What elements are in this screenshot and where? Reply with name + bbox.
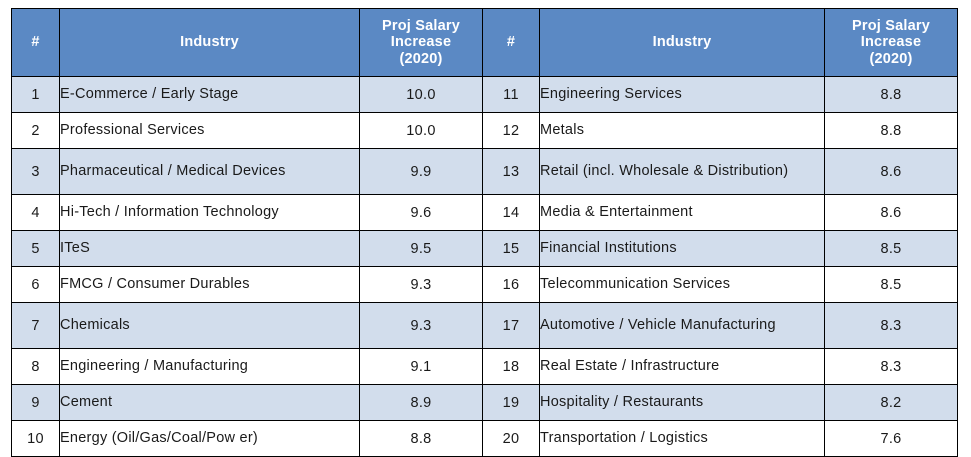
rank-cell: 15 — [482, 230, 540, 267]
industry-cell: Automotive / Vehicle Manufacturing — [539, 302, 825, 349]
header-value-line1: Proj Salary — [382, 17, 460, 34]
table-row: 6 FMCG / Consumer Durables 9.3 16 Teleco… — [11, 266, 958, 303]
rank-cell: 7 — [11, 302, 60, 349]
industry-cell: Professional Services — [59, 112, 360, 149]
header-value-right: Proj Salary Increase (2020) — [824, 8, 958, 77]
rank-cell: 12 — [482, 112, 540, 149]
rank-cell: 1 — [11, 76, 60, 113]
rank-cell: 17 — [482, 302, 540, 349]
salary-increase-cell: 10.0 — [359, 76, 483, 113]
salary-increase-cell: 8.2 — [824, 384, 958, 421]
rank-cell: 19 — [482, 384, 540, 421]
table-row: 10 Energy (Oil/Gas/Coal/Pow er) 8.8 20 T… — [11, 420, 958, 457]
salary-increase-cell: 8.6 — [824, 148, 958, 195]
table-row: 7 Chemicals 9.3 17 Automotive / Vehicle … — [11, 302, 958, 349]
salary-increase-cell: 9.5 — [359, 230, 483, 267]
industry-cell: Retail (incl. Wholesale & Distribution) — [539, 148, 825, 195]
header-num-left: # — [11, 8, 60, 77]
salary-increase-cell: 8.5 — [824, 230, 958, 267]
industry-cell: Energy (Oil/Gas/Coal/Pow er) — [59, 420, 360, 457]
salary-increase-cell: 8.3 — [824, 302, 958, 349]
industry-cell: Metals — [539, 112, 825, 149]
salary-increase-cell: 8.9 — [359, 384, 483, 421]
table-body: 1 E-Commerce / Early Stage 10.0 11 Engin… — [11, 76, 958, 457]
industry-cell: ITeS — [59, 230, 360, 267]
header-num-right: # — [482, 8, 540, 77]
industry-cell: Hospitality / Restaurants — [539, 384, 825, 421]
salary-increase-cell: 8.3 — [824, 348, 958, 385]
rank-cell: 9 — [11, 384, 60, 421]
table-row: 8 Engineering / Manufacturing 9.1 18 Rea… — [11, 348, 958, 385]
industry-cell: Real Estate / Infrastructure — [539, 348, 825, 385]
salary-increase-cell: 9.3 — [359, 266, 483, 303]
header-value-line3: (2020) — [399, 50, 443, 67]
rank-cell: 2 — [11, 112, 60, 149]
salary-increase-cell: 8.6 — [824, 194, 958, 231]
industry-cell: Transportation / Logistics — [539, 420, 825, 457]
table-row: 5 ITeS 9.5 15 Financial Institutions 8.5 — [11, 230, 958, 267]
header-row: # Industry Proj Salary Increase (2020) #… — [11, 8, 958, 77]
rank-cell: 16 — [482, 266, 540, 303]
salary-increase-table: # Industry Proj Salary Increase (2020) #… — [11, 8, 958, 457]
industry-cell: Telecommunication Services — [539, 266, 825, 303]
rank-cell: 10 — [11, 420, 60, 457]
salary-increase-cell: 8.8 — [359, 420, 483, 457]
industry-cell: Media & Entertainment — [539, 194, 825, 231]
salary-increase-cell: 9.3 — [359, 302, 483, 349]
table-row: 1 E-Commerce / Early Stage 10.0 11 Engin… — [11, 76, 958, 113]
industry-cell: Cement — [59, 384, 360, 421]
salary-increase-cell: 9.6 — [359, 194, 483, 231]
salary-increase-cell: 10.0 — [359, 112, 483, 149]
industry-cell: Engineering / Manufacturing — [59, 348, 360, 385]
industry-cell: Chemicals — [59, 302, 360, 349]
rank-cell: 6 — [11, 266, 60, 303]
header-value-line1: Proj Salary — [852, 17, 930, 34]
table-row: 3 Pharmaceutical / Medical Devices 9.9 1… — [11, 148, 958, 195]
rank-cell: 11 — [482, 76, 540, 113]
table-header: # Industry Proj Salary Increase (2020) #… — [11, 8, 958, 77]
header-value-line3: (2020) — [869, 50, 913, 67]
industry-cell: Financial Institutions — [539, 230, 825, 267]
header-industry-left: Industry — [59, 8, 360, 77]
rank-cell: 4 — [11, 194, 60, 231]
header-value-line2: Increase — [860, 34, 922, 51]
header-industry-right: Industry — [539, 8, 825, 77]
industry-cell: FMCG / Consumer Durables — [59, 266, 360, 303]
industry-cell: Hi-Tech / Information Technology — [59, 194, 360, 231]
rank-cell: 8 — [11, 348, 60, 385]
rank-cell: 5 — [11, 230, 60, 267]
salary-increase-cell: 8.5 — [824, 266, 958, 303]
rank-cell: 14 — [482, 194, 540, 231]
header-value-line2: Increase — [390, 34, 452, 51]
salary-increase-cell: 9.9 — [359, 148, 483, 195]
header-value-left: Proj Salary Increase (2020) — [359, 8, 483, 77]
salary-increase-cell: 7.6 — [824, 420, 958, 457]
table-row: 2 Professional Services 10.0 12 Metals 8… — [11, 112, 958, 149]
salary-increase-cell: 8.8 — [824, 112, 958, 149]
rank-cell: 3 — [11, 148, 60, 195]
salary-increase-cell: 8.8 — [824, 76, 958, 113]
table-row: 4 Hi-Tech / Information Technology 9.6 1… — [11, 194, 958, 231]
table-row: 9 Cement 8.9 19 Hospitality / Restaurant… — [11, 384, 958, 421]
industry-cell: Pharmaceutical / Medical Devices — [59, 148, 360, 195]
salary-increase-cell: 9.1 — [359, 348, 483, 385]
table-sheet: # Industry Proj Salary Increase (2020) #… — [11, 8, 958, 457]
rank-cell: 18 — [482, 348, 540, 385]
rank-cell: 13 — [482, 148, 540, 195]
rank-cell: 20 — [482, 420, 540, 457]
industry-cell: Engineering Services — [539, 76, 825, 113]
industry-cell: E-Commerce / Early Stage — [59, 76, 360, 113]
